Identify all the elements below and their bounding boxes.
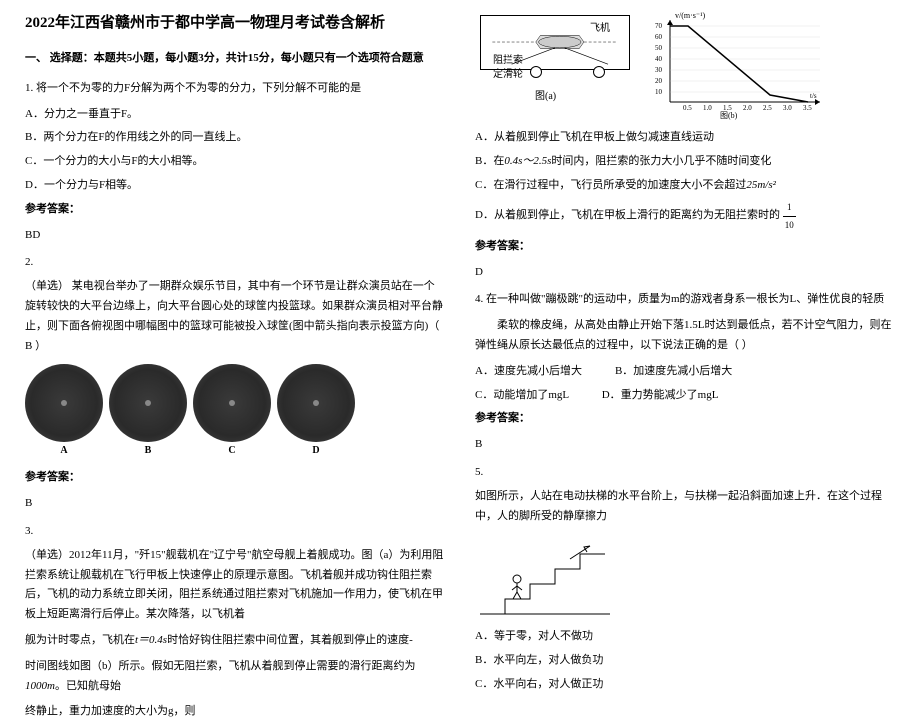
svg-text:1.0: 1.0 [703,104,712,112]
q1-option-a: A．分力之一垂直于F。 [25,105,445,125]
escalator-figure [475,534,615,619]
q2-fig-a: A [25,364,103,460]
q2-fig-d: D [277,364,355,460]
page-title: 2022年江西省赣州市于都中学高一物理月考试卷含解析 [25,10,445,37]
q3-p2: 舰为计时零点，飞机在t＝0.4s时恰好钩住阻拦索中间位置，其着舰到停止的速度- [25,631,445,651]
q2-fig-b: B [109,364,187,460]
q4-stem: 4. 在一种叫做"蹦极跳"的运动中，质量为m的游戏者身系一根长为L、弹性优良的轻… [475,290,895,310]
svg-text:60: 60 [655,33,663,41]
q2-answer-label: 参考答案： [25,468,445,488]
q3-answer-label: 参考答案： [475,237,895,257]
q2-figure-row: A B C D [25,364,445,460]
q4-p2: 柔软的橡皮绳，从高处由静止开始下落1.5L时达到最低点，若不计空气阻力，则在弹性… [475,316,895,356]
q3-option-d: D．从着舰到停止，飞机在甲板上滑行的距离约为无阻拦索时的 110 [475,199,895,232]
q5-num: 5. [475,463,895,483]
vt-chart: v/(m·s⁻¹) 70 60 50 40 30 20 10 0.5 1.0 1… [645,10,825,120]
svg-text:0.5: 0.5 [683,104,692,112]
q5-option-b: B．水平向左，对人做负功 [475,651,895,671]
q1-option-c: C．一个分力的大小与F的大小相等。 [25,152,445,172]
svg-text:70: 70 [655,22,663,30]
q2-stem: （单选） 某电视台举办了一期群众娱乐节目，其中有一个环节是让群众演员站在一个旋转… [25,277,445,356]
svg-text:50: 50 [655,44,663,52]
q2-fig-c: C [193,364,271,460]
q3-figures: 飞机 阻拦索 定滑轮 图(a) v/(m·s⁻¹) 70 60 50 40 30… [475,10,895,120]
q1-stem: 1. 将一个不为零的力F分解为两个不为零的分力，下列分解不可能的是 [25,79,445,99]
plane-diagram: 飞机 阻拦索 定滑轮 图(a) [475,10,635,105]
q5-option-a: A．等于零，对人不做功 [475,627,895,647]
q3-option-a: A．从着舰到停止飞机在甲板上做匀减速直线运动 [475,128,895,148]
svg-text:t/s: t/s [810,92,817,100]
q2-answer: B [25,494,445,514]
q1-option-b: B．两个分力在F的作用线之外的同一直线上。 [25,128,445,148]
q3-p1: （单选）2012年11月，"歼15"舰载机在"辽宁号"航空母舰上着舰成功。图（a… [25,546,445,625]
svg-text:2.0: 2.0 [743,104,752,112]
svg-text:2.5: 2.5 [763,104,772,112]
svg-text:图(b): 图(b) [720,111,738,120]
svg-text:30: 30 [655,66,663,74]
svg-text:10: 10 [655,88,663,96]
q4-option-a: A．速度先减小后增大 B．加速度先减小后增大 [475,362,895,382]
svg-text:3.5: 3.5 [803,104,812,112]
q5-stem: 如图所示，人站在电动扶梯的水平台阶上，与扶梯一起沿斜面加速上升．在这个过程中，人… [475,487,895,527]
section-header: 一、 选择题：本题共5小题，每小题3分，共计15分，每小题只有一个选项符合题意 [25,49,445,69]
q3-p3: 时间图线如图（b）所示。假如无阻拦索，飞机从着舰到停止需要的滑行距离约为1000… [25,657,445,697]
q3-answer: D [475,263,895,283]
q4-answer: B [475,435,895,455]
svg-text:40: 40 [655,55,663,63]
svg-text:v/(m·s⁻¹): v/(m·s⁻¹) [675,11,706,20]
q3-num: 3. [25,522,445,542]
q1-option-d: D．一个分力与F相等。 [25,176,445,196]
q3-p4: 终静止，重力加速度的大小为g，则 [25,702,445,722]
q4-option-c: C．动能增加了mgL D．重力势能减少了mgL [475,386,895,406]
q3-option-b: B．在0.4s～2.5s时间内，阻拦索的张力大小几乎不随时间变化 [475,152,895,172]
q2-num: 2. [25,253,445,273]
q4-answer-label: 参考答案： [475,409,895,429]
svg-text:20: 20 [655,77,663,85]
q3-option-c: C．在滑行过程中，飞行员所承受的加速度大小不会超过25m/s² [475,176,895,196]
q5-option-c: C．水平向右，对人做正功 [475,675,895,695]
q1-answer-label: 参考答案： [25,200,445,220]
svg-text:3.0: 3.0 [783,104,792,112]
q1-answer: BD [25,226,445,246]
